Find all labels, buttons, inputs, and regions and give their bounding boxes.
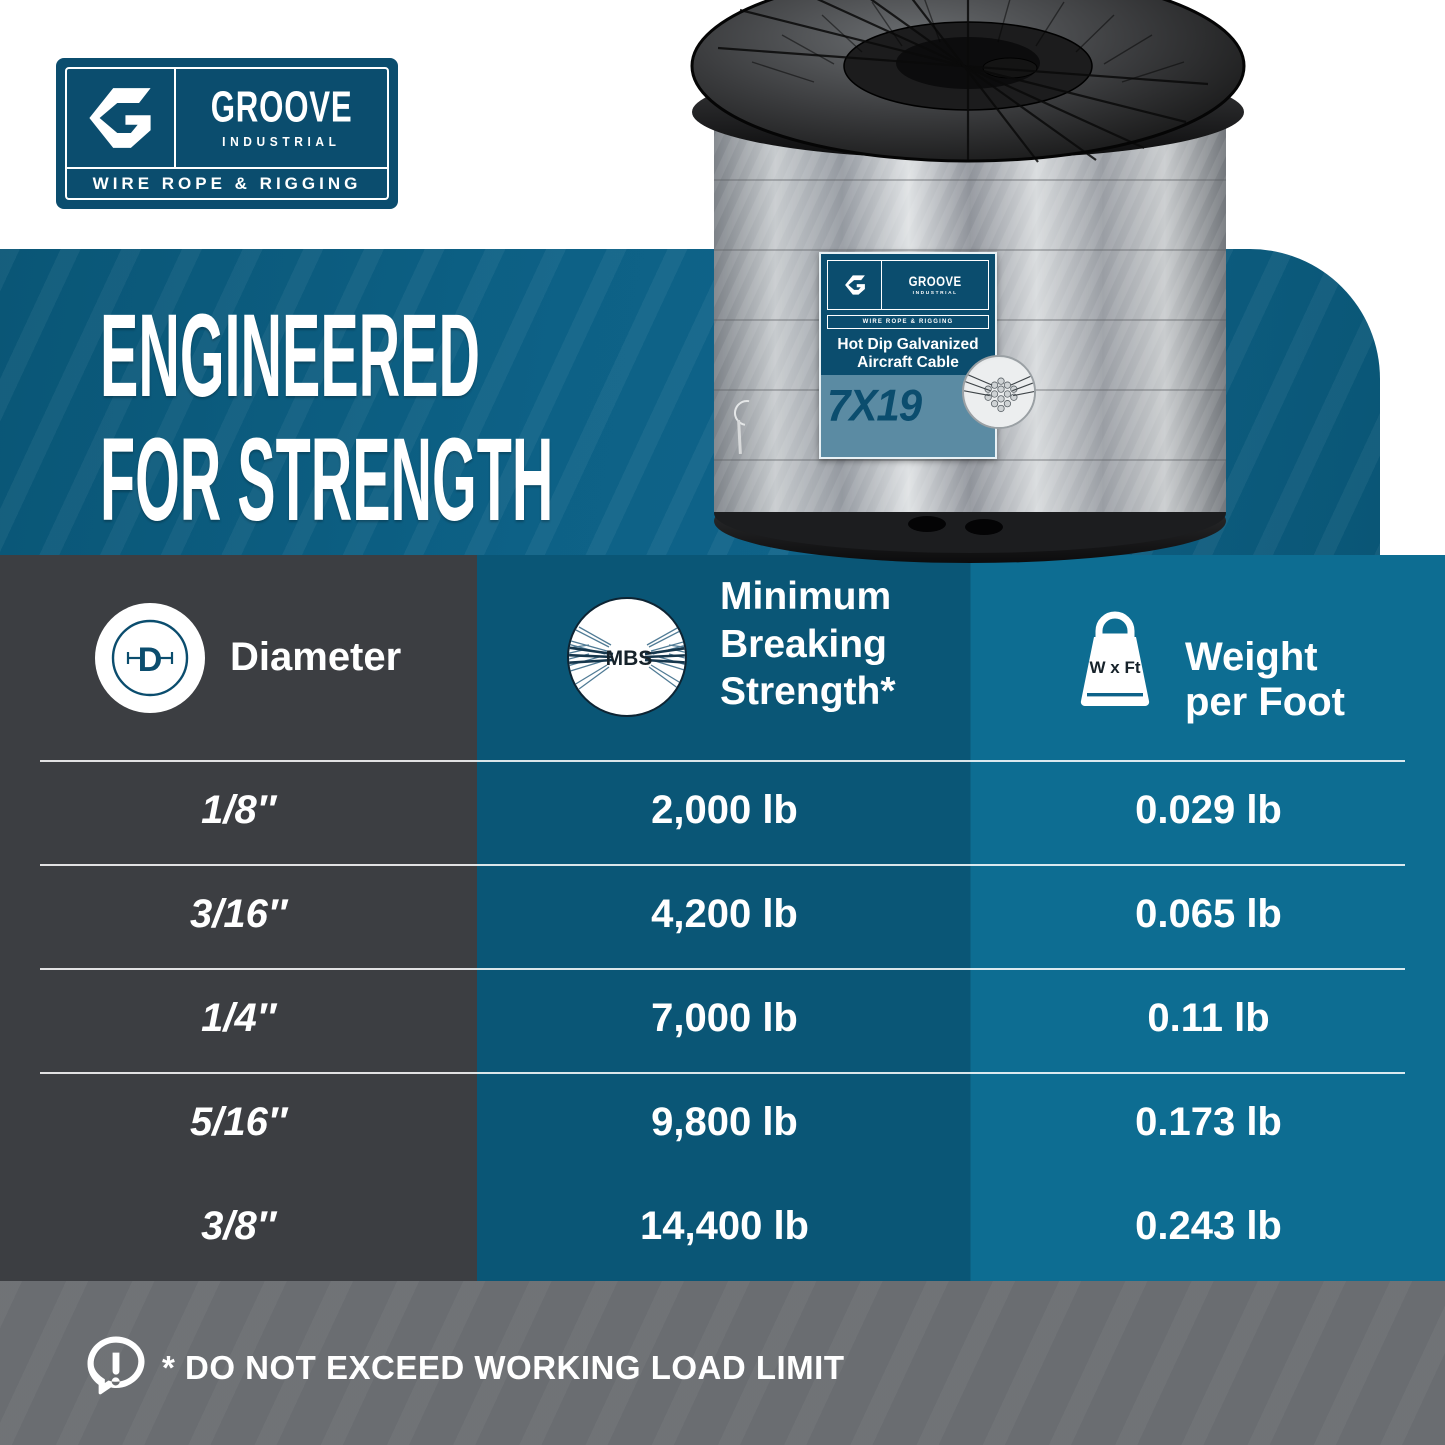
svg-text:MBS: MBS bbox=[606, 647, 653, 670]
svg-text:W x Ft: W x Ft bbox=[1090, 658, 1141, 677]
svg-text:D: D bbox=[138, 641, 163, 679]
